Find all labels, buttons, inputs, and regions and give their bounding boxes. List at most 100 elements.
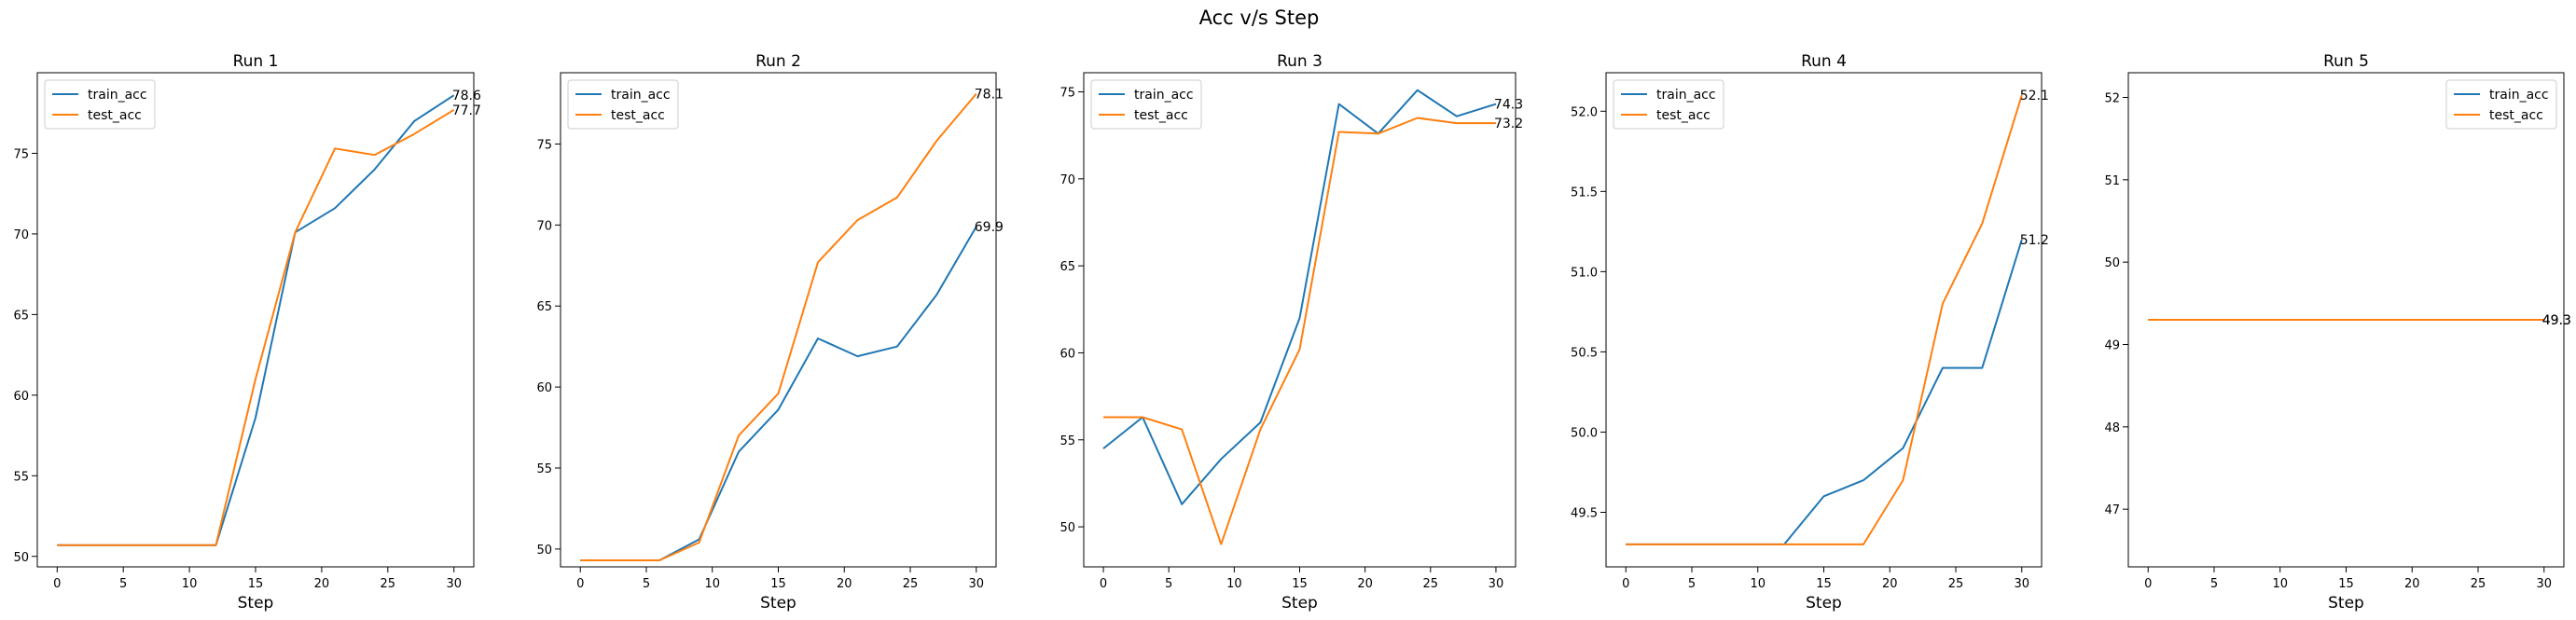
x-tick-label: 20: [837, 577, 852, 591]
subplot-title: Run 2: [755, 52, 801, 71]
x-tick-label: 10: [704, 577, 720, 591]
x-axis-label: Step: [1281, 594, 1318, 613]
y-tick-label: 65: [1059, 260, 1075, 274]
series-line-train_acc: [57, 94, 455, 546]
subplot-title: Run 4: [1801, 52, 1847, 71]
x-tick-label: 15: [2338, 577, 2354, 591]
series-line-test_acc: [1626, 94, 2023, 545]
legend-label-test_acc: test_acc: [2489, 108, 2543, 123]
y-tick-label: 75: [1059, 87, 1075, 101]
series-line-test_acc: [57, 108, 455, 546]
y-tick-label: 51: [2104, 174, 2120, 188]
legend: train_acc test_acc: [567, 79, 679, 130]
y-tick-label: 51.5: [1571, 186, 1598, 200]
y-tick-label: 51.0: [1571, 266, 1598, 280]
y-tick-label: 50.0: [1571, 426, 1598, 440]
x-tick-label: 30: [2536, 577, 2552, 591]
y-tick-label: 55: [536, 462, 552, 476]
y-tick-label: 60: [536, 381, 552, 395]
x-axis-label: Step: [238, 594, 274, 613]
x-tick-label: 30: [1489, 577, 1504, 591]
axes-frame: [560, 72, 997, 568]
legend-label-test_acc: test_acc: [611, 108, 665, 123]
series-line-test_acc: [580, 92, 977, 561]
legend: train_acc test_acc: [1090, 79, 1202, 130]
y-tick-label: 49: [2104, 339, 2120, 353]
x-tick-label: 10: [2272, 577, 2288, 591]
legend-label-train_acc: train_acc: [611, 88, 671, 103]
y-tick-label: 50: [1059, 521, 1075, 535]
subplot-run-5: Run 50 5 10 15 20 25 30474849505152Step49.349.…: [2104, 52, 2570, 613]
y-tick-label: 49.5: [1571, 506, 1598, 520]
y-tick-label: 50.5: [1571, 346, 1598, 360]
legend-label-train_acc: train_acc: [2489, 88, 2549, 103]
legend: train_acc test_acc: [44, 79, 156, 130]
legend-box: [567, 79, 679, 130]
subplot-title: Run 5: [2323, 52, 2369, 71]
y-tick-label: 70: [536, 219, 552, 233]
legend-label-train_acc: train_acc: [1134, 88, 1194, 103]
x-tick-label: 25: [903, 577, 919, 591]
x-tick-label: 5: [2210, 577, 2218, 591]
x-tick-label: 15: [1292, 577, 1308, 591]
legend-box: [1090, 79, 1202, 130]
y-tick-label: 60: [13, 390, 29, 404]
end-value-label-test_acc: 52.1: [2020, 89, 2049, 103]
axes-frame: [36, 72, 475, 568]
legend-box: [1613, 79, 1724, 130]
end-value-label-test_acc: 78.1: [975, 88, 1004, 103]
x-tick-label: 5: [1165, 577, 1172, 591]
x-tick-label: 30: [2014, 577, 2029, 591]
x-tick-label: 0: [1622, 577, 1629, 591]
x-axis-label: Step: [2328, 594, 2364, 613]
x-tick-label: 10: [182, 577, 198, 591]
y-tick-label: 70: [1059, 173, 1075, 187]
x-tick-label: 5: [643, 577, 650, 591]
x-tick-label: 30: [446, 577, 462, 591]
y-tick-label: 50: [2104, 256, 2120, 270]
subplot-run-4: Run 4 0 5 10 15 20 25 30 49.5 50.0 50.5 51.0 51.5 52.…: [1571, 52, 2049, 613]
x-tick-label: 0: [576, 577, 584, 591]
legend-box: [44, 79, 156, 130]
legend: train_acc test_acc: [2445, 79, 2557, 130]
axes-frame: [1605, 72, 2043, 568]
x-tick-label: 20: [2404, 577, 2420, 591]
x-tick-label: 5: [1688, 577, 1696, 591]
y-tick-label: 75: [536, 138, 552, 152]
series-line-train_acc: [1626, 239, 2023, 545]
y-tick-label: 52: [2104, 92, 2120, 106]
subplot-title: Run 3: [1277, 52, 1323, 71]
y-tick-label: 47: [2104, 503, 2120, 517]
subplot-run-1: Run 1 0 5 10 15 20 25 30 50 55 60 65 70 75 Step 78.677.…: [13, 52, 481, 613]
y-tick-label: 70: [13, 228, 29, 242]
end-value-label-train_acc: 78.6: [452, 89, 481, 103]
x-tick-label: 20: [314, 577, 330, 591]
x-tick-label: 30: [968, 577, 984, 591]
x-tick-label: 10: [1750, 577, 1766, 591]
x-tick-label: 10: [1226, 577, 1242, 591]
y-tick-label: 65: [536, 300, 552, 314]
x-tick-label: 15: [1816, 577, 1832, 591]
subplot-title: Run 1: [233, 52, 279, 71]
subplot-run-3: Run 3 0 5 10 15 20 25 30 50 55 60 65 70 75 Step 74.3 73.…: [1059, 52, 1523, 613]
x-tick-label: 0: [53, 577, 61, 591]
series-line-train_acc: [1102, 89, 1497, 505]
y-tick-label: 50: [13, 551, 29, 565]
end-value-label-train_acc: 69.9: [975, 220, 1004, 235]
x-axis-label: Step: [760, 594, 796, 613]
y-tick-label: 60: [1059, 347, 1075, 361]
y-tick-label: 55: [1059, 434, 1075, 448]
y-tick-label: 55: [13, 470, 29, 484]
y-tick-label: 65: [13, 309, 29, 323]
end-value-label-test_acc: 77.7: [452, 103, 481, 118]
legend-label-test_acc: test_acc: [88, 108, 142, 123]
legend-label-test_acc: test_acc: [1656, 108, 1710, 123]
y-tick-label: 50: [536, 544, 552, 558]
x-tick-label: 25: [1948, 577, 1964, 591]
x-tick-label: 25: [1423, 577, 1439, 591]
end-value-label-train_acc: 74.3: [1494, 98, 1523, 113]
legend: train_acc test_acc: [1613, 79, 1724, 130]
y-tick-label: 75: [13, 147, 29, 161]
axes-frame: [2127, 72, 2565, 568]
